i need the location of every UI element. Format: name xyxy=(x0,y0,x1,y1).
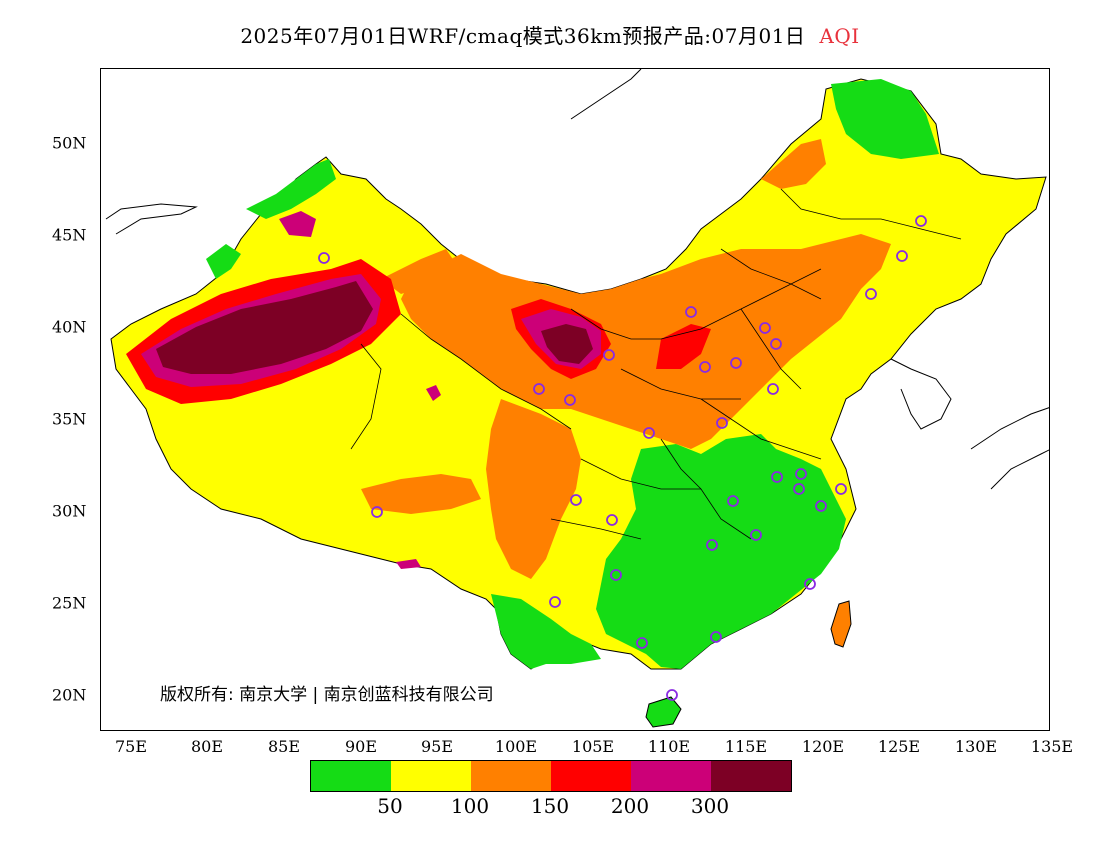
green-south-region xyxy=(596,434,846,669)
city-marker[interactable] xyxy=(318,252,330,264)
y-tick-label: 50N xyxy=(52,133,87,153)
city-marker[interactable] xyxy=(771,471,783,483)
city-marker[interactable] xyxy=(770,338,782,350)
x-tick-label: 110E xyxy=(647,737,691,756)
x-tick-label: 95E xyxy=(420,737,454,756)
hainan-island xyxy=(645,696,682,728)
colorbar-label: 50 xyxy=(377,794,403,818)
city-marker[interactable] xyxy=(815,500,827,512)
city-marker[interactable] xyxy=(804,578,816,590)
orange-northeast-strip xyxy=(761,139,826,189)
map-frame xyxy=(100,68,1050,731)
city-marker[interactable] xyxy=(533,383,545,395)
y-tick-label: 35N xyxy=(52,409,87,429)
x-tick-label: 75E xyxy=(114,737,148,756)
city-marker[interactable] xyxy=(699,361,711,373)
city-marker[interactable] xyxy=(564,394,576,406)
korea-coastline xyxy=(890,358,952,430)
x-tick-label: 125E xyxy=(877,737,921,756)
y-tick-label: 25N xyxy=(52,593,87,613)
darkred-central-region xyxy=(541,324,593,364)
city-marker[interactable] xyxy=(606,514,618,526)
magenta-north-spot xyxy=(279,211,316,237)
city-marker[interactable] xyxy=(643,427,655,439)
variable-label: AQI xyxy=(819,24,860,48)
colorbar-box xyxy=(631,761,711,791)
magenta-south-spot xyxy=(396,559,421,569)
orange-southwest-band xyxy=(486,399,581,579)
city-marker[interactable] xyxy=(727,495,739,507)
taiwan-island xyxy=(830,600,852,648)
orange-central-band xyxy=(401,234,891,449)
city-marker[interactable] xyxy=(795,468,807,480)
y-tick-label: 40N xyxy=(52,317,87,337)
kazakh-coastline xyxy=(105,203,198,235)
x-tick-label: 80E xyxy=(190,737,224,756)
city-marker[interactable] xyxy=(710,631,722,643)
x-tick-label: 130E xyxy=(954,737,998,756)
darkred-taklamakan-core xyxy=(156,281,373,374)
city-marker[interactable] xyxy=(549,596,561,608)
city-marker[interactable] xyxy=(685,306,697,318)
map-title: 2025年07月01日WRF/cmaq模式36km预报产品:07月01日 AQI xyxy=(0,20,1100,49)
city-marker[interactable] xyxy=(570,494,582,506)
y-tick-label: 20N xyxy=(52,685,87,705)
sakhalin-coastline xyxy=(570,69,642,120)
city-marker[interactable] xyxy=(706,539,718,551)
green-northeast-region xyxy=(831,79,939,159)
city-marker[interactable] xyxy=(793,483,805,495)
city-marker[interactable] xyxy=(371,506,383,518)
aqi-map xyxy=(105,69,1049,728)
city-marker[interactable] xyxy=(603,349,615,361)
title-text: 2025年07月01日WRF/cmaq模式36km预报产品:07月01日 xyxy=(240,24,806,48)
city-marker[interactable] xyxy=(896,250,908,262)
colorbar-label: 300 xyxy=(690,794,730,818)
colorbar-box xyxy=(711,761,791,791)
x-tick-label: 105E xyxy=(571,737,615,756)
x-tick-label: 135E xyxy=(1030,737,1074,756)
colorbar-box xyxy=(551,761,631,791)
colorbar-box xyxy=(471,761,551,791)
city-marker[interactable] xyxy=(835,483,847,495)
green-southwest-region xyxy=(491,594,601,669)
colorbar-label: 200 xyxy=(610,794,650,818)
city-marker[interactable] xyxy=(750,529,762,541)
colorbar-box xyxy=(391,761,471,791)
city-marker[interactable] xyxy=(666,689,678,701)
city-marker[interactable] xyxy=(730,357,742,369)
city-marker[interactable] xyxy=(716,417,728,429)
green-northwest-region xyxy=(246,159,336,219)
japan-coastline xyxy=(970,407,1049,490)
green-west-region xyxy=(206,244,241,279)
red-north-china xyxy=(656,324,711,369)
city-marker[interactable] xyxy=(636,637,648,649)
x-tick-label: 90E xyxy=(344,737,378,756)
y-tick-label: 30N xyxy=(52,501,87,521)
colorbar-label: 100 xyxy=(450,794,490,818)
x-tick-label: 120E xyxy=(801,737,845,756)
city-marker[interactable] xyxy=(759,322,771,334)
province-borders xyxy=(350,188,962,540)
copyright-text: 版权所有: 南京大学 | 南京创蓝科技有限公司 xyxy=(160,685,494,705)
x-tick-label: 85E xyxy=(267,737,301,756)
colorbar-box xyxy=(311,761,391,791)
colorbar xyxy=(310,760,792,792)
y-tick-label: 45N xyxy=(52,225,87,245)
city-marker[interactable] xyxy=(767,383,779,395)
city-marker[interactable] xyxy=(865,288,877,300)
x-tick-label: 115E xyxy=(724,737,768,756)
city-marker[interactable] xyxy=(610,569,622,581)
colorbar-label: 150 xyxy=(530,794,570,818)
city-marker[interactable] xyxy=(915,215,927,227)
orange-tibet-strip xyxy=(361,474,481,514)
x-tick-label: 100E xyxy=(494,737,538,756)
orange-north-rim xyxy=(381,249,456,294)
magenta-tibet-spot xyxy=(426,385,441,401)
city-markers xyxy=(318,215,927,701)
